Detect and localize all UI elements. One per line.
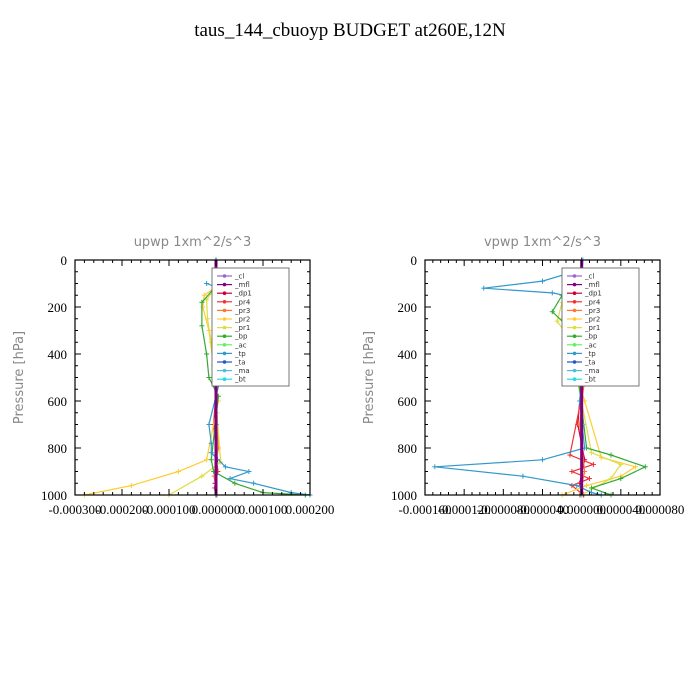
legend-label: _ma [584, 367, 600, 375]
y-tick-label: 0 [61, 253, 68, 268]
y-axis-label: Pressure [hPa] [362, 331, 377, 424]
legend-marker [222, 334, 227, 339]
figure-title: taus_144_cbuoyp BUDGET at260E,12N [194, 20, 506, 41]
legend-marker [222, 317, 227, 321]
legend-marker [572, 351, 577, 356]
legend-label: _bt [584, 376, 596, 384]
legend-marker [572, 368, 577, 373]
panel-title: vpwp 1xm^2/s^3 [484, 235, 601, 250]
legend-label: _pr4 [234, 298, 251, 306]
legend-marker [222, 351, 227, 356]
legend-label: _pr3 [584, 307, 600, 315]
legend-marker [572, 360, 577, 364]
y-tick-label: 0 [411, 253, 418, 268]
x-tick-label: -0.000120 [438, 502, 491, 517]
series-line [84, 283, 222, 496]
legend-label: _dp1 [584, 290, 602, 298]
x-tick-label: -0.000100 [142, 502, 195, 517]
legend-label: _ac [234, 341, 247, 349]
legend-label: _pr1 [584, 324, 600, 332]
legend-label: _pr4 [584, 298, 601, 306]
legend-label: _bp [234, 333, 248, 341]
legend-marker [222, 300, 227, 304]
legend-marker [222, 325, 227, 330]
y-tick-label: 200 [398, 300, 418, 315]
legend-marker [572, 317, 577, 321]
legend-label: _cl [584, 273, 594, 281]
legend-marker [222, 291, 227, 296]
legend-marker [572, 308, 577, 313]
legend-label: _dp1 [234, 290, 252, 298]
x-tick-label: -0.000200 [95, 502, 148, 517]
x-tick-label: -0.000160 [398, 502, 451, 517]
legend-label: _pr2 [584, 316, 600, 324]
y-tick-label: 800 [398, 441, 418, 456]
legend-marker [222, 274, 227, 278]
legend-marker [572, 300, 577, 304]
legend-marker [222, 368, 227, 373]
panel-title: upwp 1xm^2/s^3 [134, 235, 252, 250]
legend-marker [572, 377, 577, 382]
x-tick-label: 0.000080 [636, 502, 685, 517]
y-tick-label: 600 [48, 394, 68, 409]
x-tick-label: 0.000000 [557, 502, 606, 517]
legend-label: _mfl [584, 281, 600, 289]
legend-marker [222, 377, 227, 382]
legend-label: _ma [234, 367, 250, 375]
legend-marker [222, 282, 227, 287]
legend-label: _bp [584, 333, 598, 341]
y-tick-label: 600 [398, 394, 418, 409]
y-tick-label: 200 [48, 300, 68, 315]
x-tick-label: 0.000200 [286, 502, 335, 517]
x-tick-label: 0.000000 [192, 502, 241, 517]
legend-marker [222, 360, 227, 364]
legend-label: _tp [234, 350, 246, 358]
legend-label: _pr2 [234, 316, 250, 324]
x-tick-label: -0.000080 [477, 502, 530, 517]
legend-label: _pr3 [234, 307, 250, 315]
legend-label: _ta [584, 359, 596, 367]
legend-marker [572, 291, 577, 296]
y-axis-label: Pressure [hPa] [12, 331, 27, 424]
y-tick-label: 800 [48, 441, 68, 456]
legend-label: _cl [234, 273, 244, 281]
legend-marker [572, 334, 577, 339]
y-tick-label: 1000 [391, 488, 417, 503]
x-tick-label: -0.000040 [516, 502, 569, 517]
y-tick-label: 1000 [41, 488, 67, 503]
y-tick-label: 400 [48, 347, 68, 362]
legend-marker [572, 343, 577, 347]
x-tick-label: 0.000040 [596, 502, 645, 517]
legend-label: _tp [584, 350, 596, 358]
y-tick-label: 400 [398, 347, 418, 362]
legend-marker [572, 274, 577, 278]
legend-marker [572, 325, 577, 330]
legend-label: _bt [234, 376, 246, 384]
legend-label: _pr1 [234, 324, 250, 332]
legend-marker [572, 282, 577, 287]
legend-marker [222, 308, 227, 313]
legend-label: _ac [584, 341, 597, 349]
legend-label: _ta [234, 359, 246, 367]
x-tick-label: 0.000100 [239, 502, 288, 517]
x-tick-label: -0.000300 [48, 502, 101, 517]
legend-label: _mfl [234, 281, 250, 289]
legend-marker [222, 343, 227, 347]
